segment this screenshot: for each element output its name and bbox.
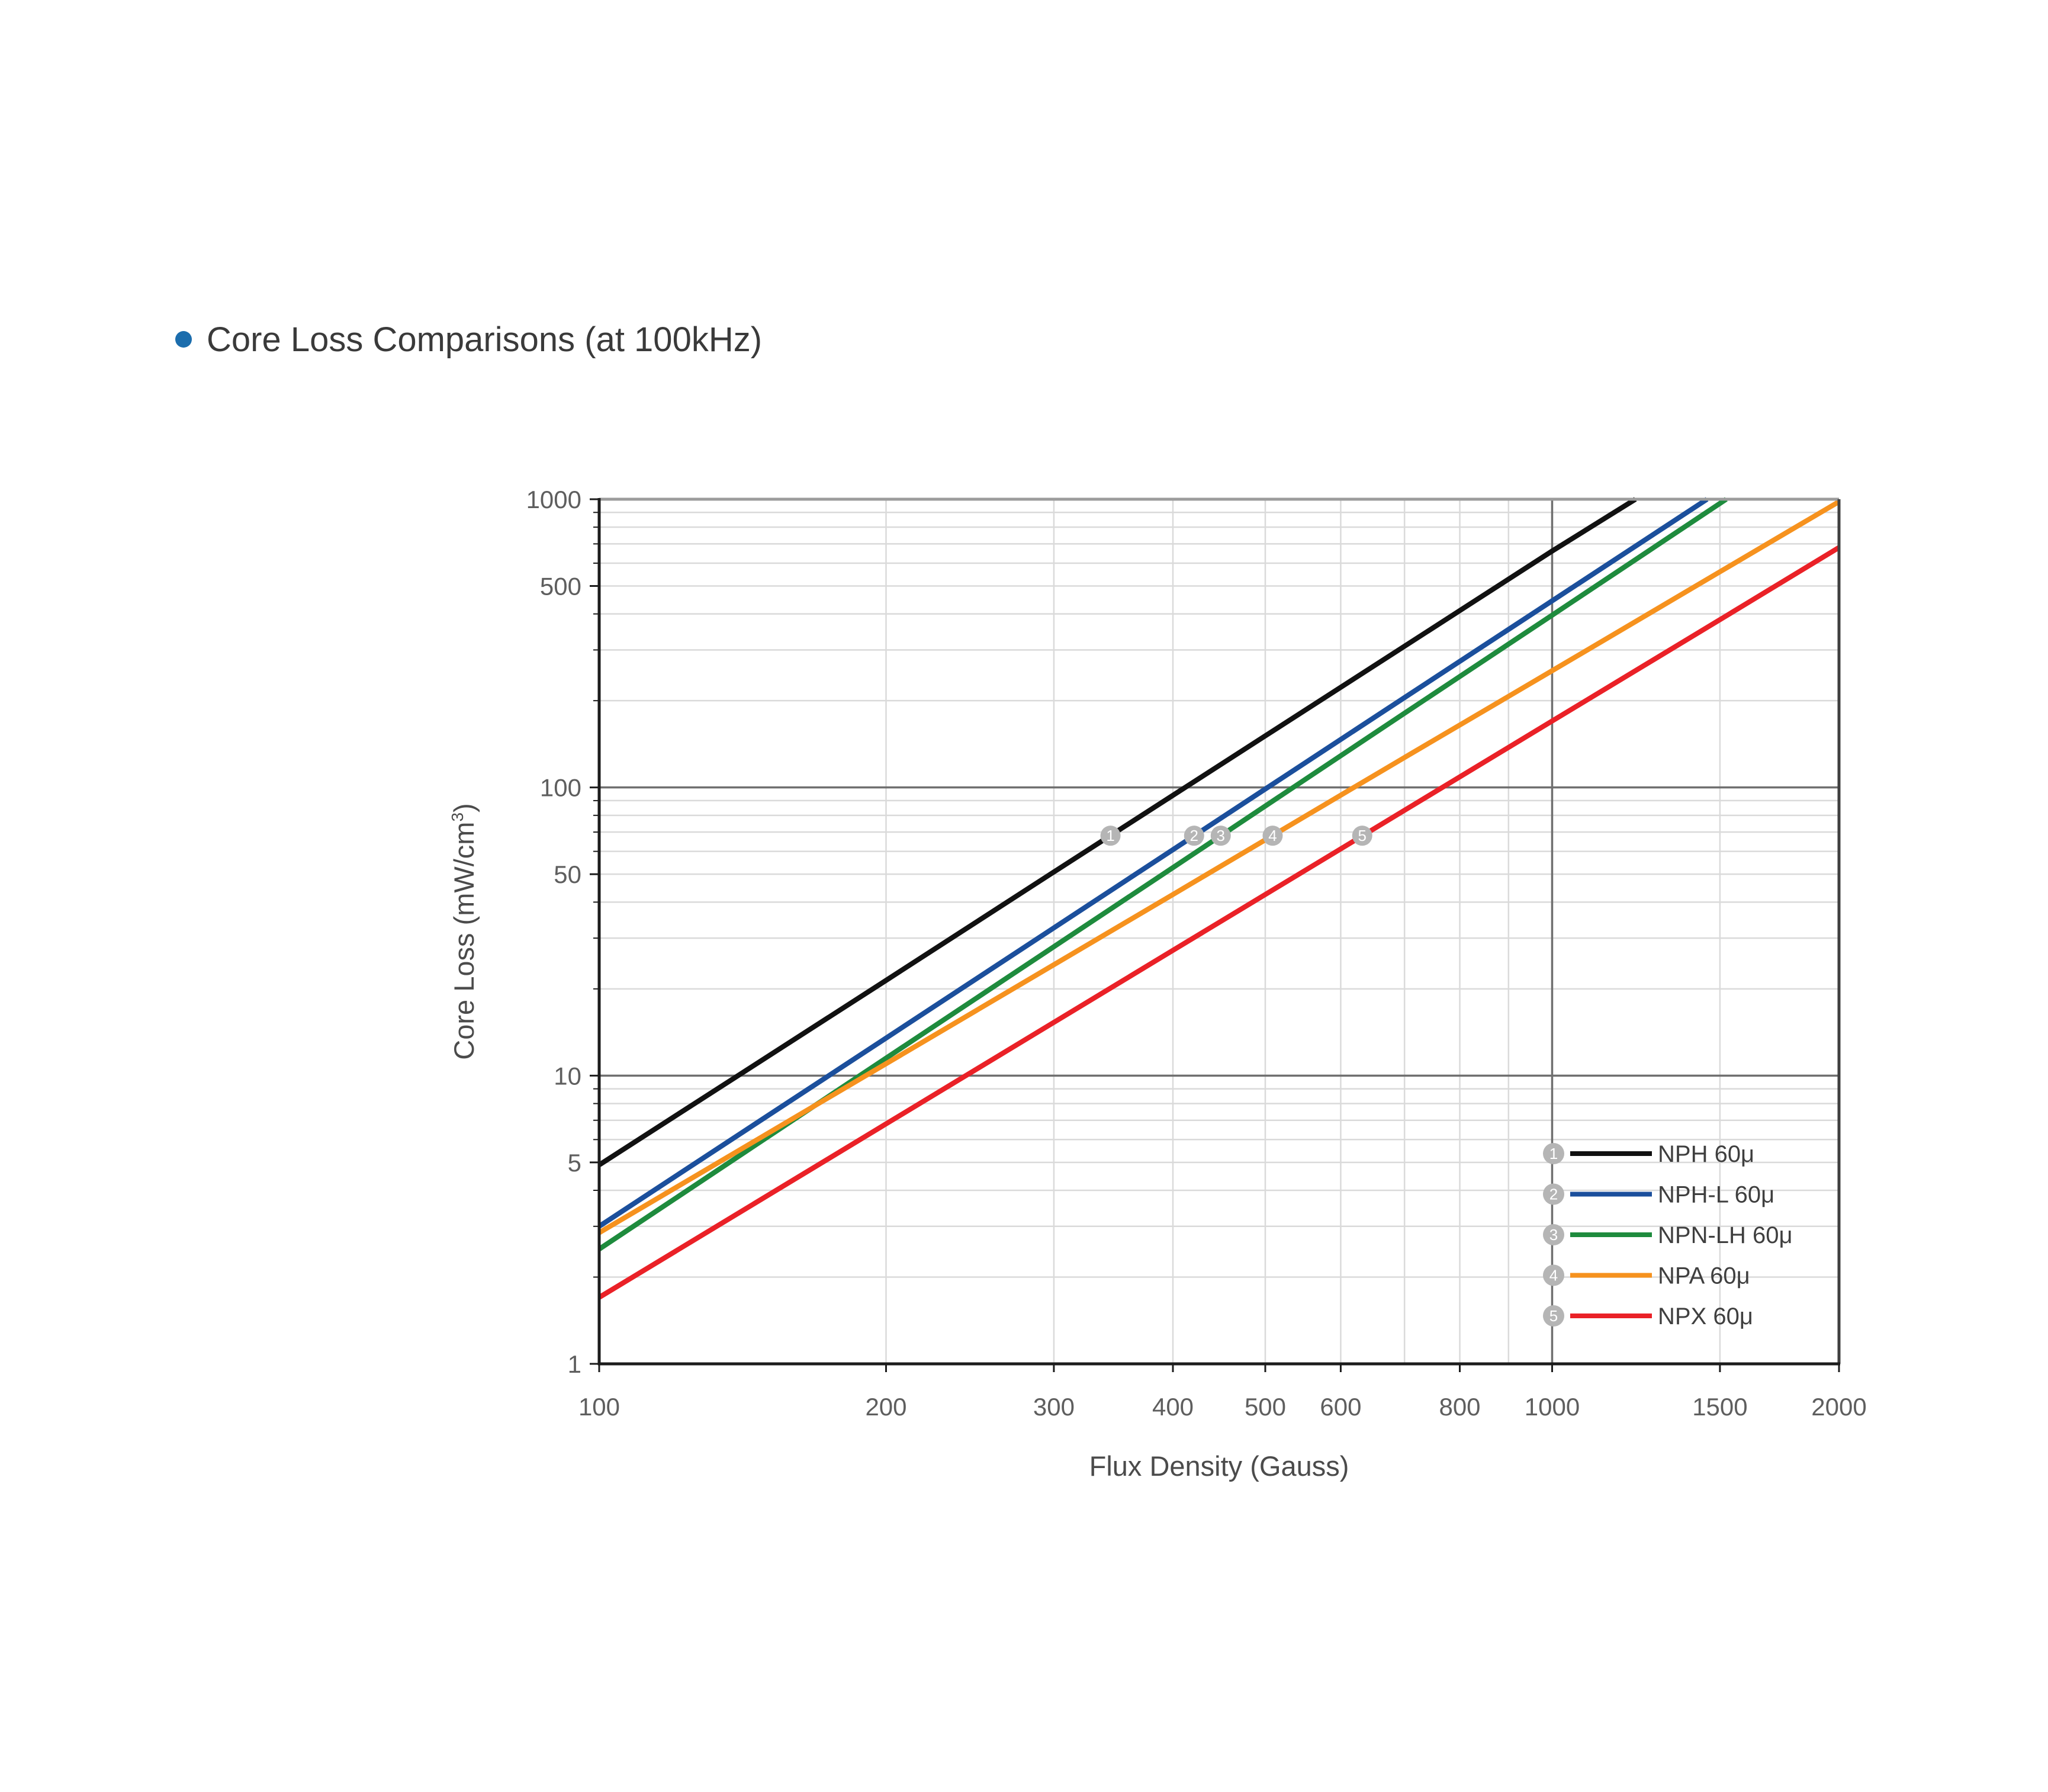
curve-marker-label-3: 3: [1217, 827, 1225, 844]
x-tick-label: 1000: [1525, 1393, 1580, 1421]
x-axis-title: Flux Density (Gauss): [1089, 1450, 1349, 1482]
legend-label-3: NPN-LH 60μ: [1658, 1222, 1793, 1248]
x-tick-label: 800: [1439, 1393, 1480, 1421]
y-tick-label: 10: [554, 1062, 581, 1090]
page-title: Core Loss Comparisons (at 100kHz): [207, 320, 763, 359]
legend-marker-number-3: 3: [1549, 1226, 1558, 1244]
curve-marker-label-5: 5: [1358, 827, 1367, 844]
curve-marker-label-1: 1: [1106, 827, 1114, 844]
title-bullet-icon: [175, 331, 192, 348]
curve-marker-2: [1184, 826, 1204, 846]
x-tick-label: 200: [865, 1393, 906, 1421]
y-tick-label: 100: [540, 774, 581, 802]
x-tick-label: 600: [1320, 1393, 1361, 1421]
x-tick-label: 300: [1033, 1393, 1075, 1421]
y-tick-label: 50: [554, 860, 581, 888]
curve-marker-3: [1210, 826, 1231, 846]
curve-marker-label-2: 2: [1190, 827, 1198, 844]
legend-marker-5: [1543, 1305, 1564, 1327]
legend-marker-3: [1543, 1224, 1564, 1245]
legend-label-5: NPX 60μ: [1658, 1303, 1753, 1329]
x-tick-label: 1500: [1692, 1393, 1747, 1421]
y-tick-label: 1: [568, 1350, 581, 1378]
legend-marker-number-4: 4: [1549, 1267, 1558, 1284]
series-line-NPA-60μ: [597, 499, 1841, 1235]
series-line-NPH-L-60μ: [597, 497, 1709, 1229]
curve-marker-4: [1262, 826, 1283, 846]
y-axis-title: Core Loss (mW/cm3): [448, 803, 480, 1060]
legend-marker-number-5: 5: [1549, 1307, 1558, 1325]
legend-label-2: NPH-L 60μ: [1658, 1182, 1774, 1208]
legend-marker-number-1: 1: [1549, 1145, 1558, 1162]
curve-marker-1: [1100, 826, 1121, 846]
x-tick-label: 500: [1245, 1393, 1286, 1421]
legend-label-1: NPH 60μ: [1658, 1141, 1754, 1167]
legend-label-4: NPA 60μ: [1658, 1263, 1750, 1289]
y-tick-label: 1000: [526, 486, 581, 513]
y-tick-label: 500: [540, 573, 581, 600]
x-tick-label: 100: [578, 1393, 620, 1421]
x-tick-label: 400: [1152, 1393, 1194, 1421]
legend-marker-2: [1543, 1183, 1564, 1205]
x-tick-label: 2000: [1811, 1393, 1866, 1421]
y-tick-label: 5: [568, 1149, 581, 1177]
curve-marker-5: [1352, 826, 1372, 846]
legend-marker-number-2: 2: [1549, 1186, 1558, 1203]
series-line-NPX-60μ: [597, 545, 1841, 1300]
legend-marker-4: [1543, 1264, 1564, 1286]
curve-marker-label-4: 4: [1268, 827, 1277, 844]
series-line-NPH-60μ: [597, 497, 1637, 1167]
legend-marker-1: [1543, 1143, 1564, 1164]
